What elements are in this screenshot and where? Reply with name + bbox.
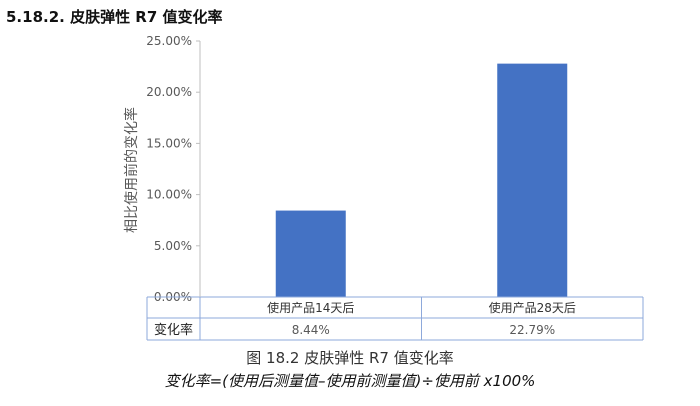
category-label: 使用产品14天后 — [267, 300, 354, 315]
y-tick-label: 20.00% — [146, 85, 192, 99]
data-label: 8.44% — [292, 323, 330, 337]
bar — [497, 63, 568, 297]
y-tick-label: 15.00% — [146, 136, 192, 150]
figure-caption: 图 18.2 皮肤弹性 R7 值变化率 — [246, 349, 454, 367]
data-label: 22.79% — [509, 323, 555, 337]
y-tick-label: 10.00% — [146, 188, 192, 202]
formula-note: 变化率=(使用后测量值–使用前测量值)÷使用前 x100% — [164, 372, 536, 390]
y-tick-label: 25.00% — [146, 34, 192, 48]
section-heading: 5.18.2. 皮肤弹性 R7 值变化率 — [6, 8, 223, 26]
y-axis-label: 相比使用前的变化率 — [123, 107, 140, 233]
y-tick-label: 5.00% — [154, 239, 192, 253]
table-row-label: 变化率 — [154, 322, 193, 338]
bar — [275, 210, 346, 297]
category-label: 使用产品28天后 — [489, 300, 576, 315]
